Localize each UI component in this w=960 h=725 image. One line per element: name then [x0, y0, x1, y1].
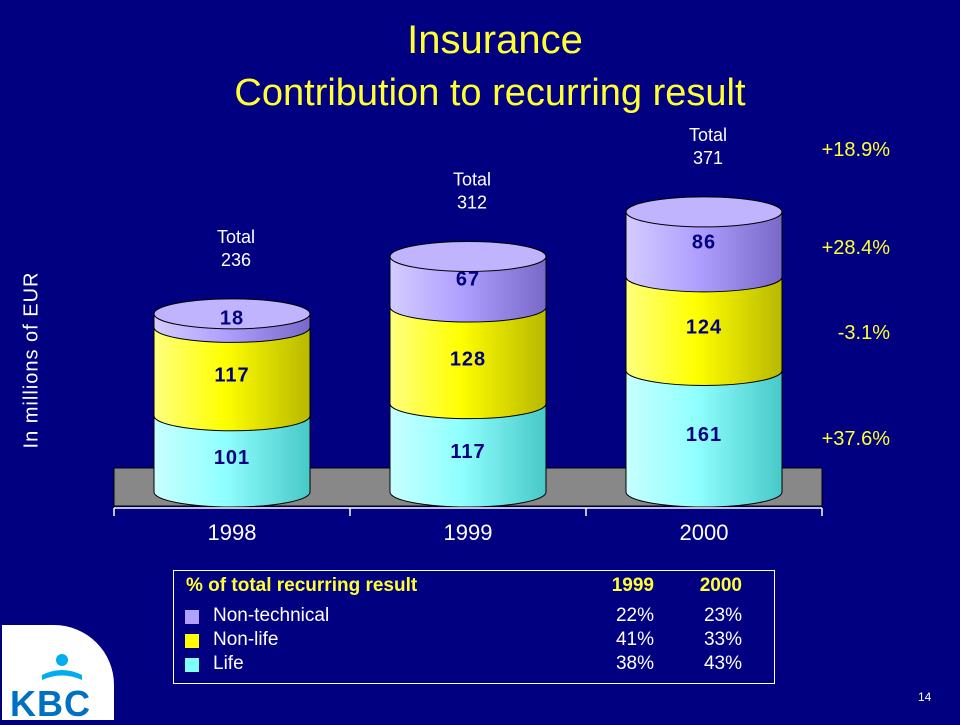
legend-row-non-life: Non-life 41% 33%: [174, 629, 774, 651]
growth-life: +37.6%: [821, 428, 890, 450]
data-label-non-technical-1998: 18: [220, 308, 244, 330]
cylinder-top-1998: [153, 298, 311, 330]
cylinder-top-2000: [625, 196, 783, 228]
cylinder-1998: [153, 298, 311, 508]
page-number: 14: [918, 690, 932, 704]
bar-non-technical-1999: [389, 255, 547, 323]
legend-label: Non-technical: [213, 605, 330, 626]
legend-col-2000: 2000: [699, 575, 742, 596]
cylinder-top-1999: [389, 240, 547, 272]
total-label-2000: Total: [689, 125, 727, 145]
data-label-life-1999: 117: [450, 441, 485, 463]
cylinder-2000: [625, 196, 783, 508]
x-tick-1999: 1999: [444, 520, 493, 545]
total-value-1999: 312: [457, 192, 487, 212]
bar-non-technical-2000: [625, 211, 783, 293]
data-label-life-2000: 161: [686, 424, 722, 446]
total-label-1998: Total: [217, 227, 255, 247]
bar-life-2000: [625, 369, 783, 508]
logo-text: KBC: [10, 683, 91, 724]
growth-non-technical: +28.4%: [821, 237, 890, 259]
legend-value-1999: 41%: [615, 629, 654, 650]
life-swatch: [185, 658, 199, 672]
bar-non-life-1998: [153, 326, 311, 432]
page-subtitle: Contribution to recurring result: [234, 72, 746, 114]
data-label-life-1998: 101: [214, 447, 250, 469]
legend-label: Non-life: [213, 629, 279, 650]
legend-col-1999: 1999: [611, 575, 654, 596]
legend-value-1999: 22%: [615, 605, 654, 626]
page-title: Insurance: [407, 18, 583, 62]
bar-non-life-1999: [389, 306, 547, 420]
x-tick-1998: 1998: [208, 520, 257, 545]
kbc-figure-icon: [42, 654, 82, 680]
legend-header: % of total recurring result: [186, 575, 418, 596]
bar-life-1998: [153, 415, 311, 508]
growth-non-life: -3.1%: [837, 322, 890, 344]
data-label-non-life-2000: 124: [686, 317, 722, 339]
bar-non-life-2000: [625, 276, 783, 386]
data-label-non-technical-1999: 67: [456, 269, 480, 291]
legend-value-2000: 33%: [703, 629, 742, 650]
bar-life-1999: [389, 403, 547, 508]
legend-value-2000: 23%: [703, 605, 742, 626]
growth-total: +18.9%: [821, 139, 890, 161]
non-technical-swatch: [185, 610, 199, 624]
total-label-1999: Total: [453, 169, 491, 189]
legend-row-non-technical: Non-technical 22% 23%: [174, 605, 774, 627]
legend-table: % of total recurring result 1999 2000 No…: [173, 570, 775, 684]
cylinder-1999: [389, 240, 547, 508]
kbc-logo: KBC: [2, 625, 114, 724]
non-life-swatch: [185, 634, 199, 648]
legend-value-1999: 38%: [615, 653, 654, 674]
total-value-1998: 236: [221, 250, 251, 270]
total-value-2000: 371: [693, 148, 723, 168]
data-label-non-life-1999: 128: [450, 348, 486, 370]
legend-row-life: Life 38% 43%: [174, 653, 774, 675]
legend-value-2000: 43%: [703, 653, 742, 674]
data-label-non-life-1998: 117: [214, 365, 249, 387]
x-tick-2000: 2000: [680, 520, 729, 545]
legend-label: Life: [213, 653, 244, 674]
data-label-non-technical-2000: 86: [692, 231, 716, 253]
